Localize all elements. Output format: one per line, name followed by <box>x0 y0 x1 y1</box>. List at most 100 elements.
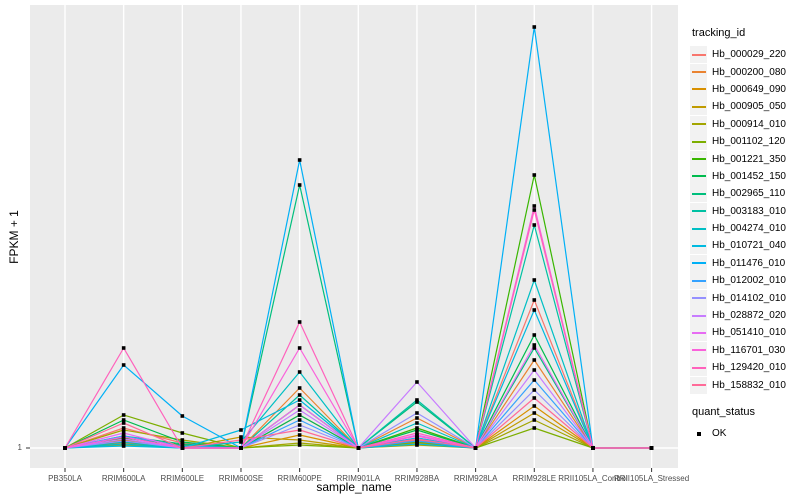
legend-key <box>690 237 707 255</box>
legend-key <box>690 150 707 168</box>
series-color-line-icon <box>691 244 706 247</box>
legend-item-label: Hb_116701_030 <box>712 344 786 356</box>
data-point <box>121 435 126 439</box>
data-point <box>415 416 419 420</box>
data-point <box>356 446 361 450</box>
data-point <box>532 343 537 347</box>
data-point <box>297 370 302 374</box>
data-point <box>532 396 537 400</box>
legend-key <box>690 376 707 394</box>
data-point <box>532 378 537 382</box>
data-point <box>297 403 302 407</box>
legend-key <box>690 167 707 185</box>
legend: tracking_id Hb_000029_220 Hb_000200_080 Hb… <box>690 27 798 442</box>
x-tick-label: RRII105LA_Control <box>558 474 628 483</box>
data-point <box>532 368 537 372</box>
data-point <box>180 440 185 444</box>
data-point <box>532 411 537 415</box>
data-point <box>415 434 419 438</box>
legend-item: Hb_014102_010 <box>690 289 798 307</box>
data-point <box>121 442 126 446</box>
data-point <box>591 446 595 450</box>
series-color-line-icon <box>691 88 706 91</box>
data-point <box>415 380 419 384</box>
legend-item-label: OK <box>712 428 727 439</box>
legend-item-label: Hb_129420_010 <box>712 362 786 374</box>
data-point <box>532 173 537 177</box>
data-point <box>297 393 302 397</box>
legend-item-label: Hb_000029_220 <box>712 49 786 61</box>
legend-item: Hb_001102_120 <box>690 133 798 151</box>
legend-item-label: Hb_003183_010 <box>712 205 786 217</box>
data-point <box>297 183 302 187</box>
legend-key <box>690 202 707 220</box>
x-tick-label: RRIM600LE <box>161 474 205 483</box>
data-point <box>649 446 654 450</box>
legend-key <box>690 359 707 377</box>
x-tick-label: RRIM600SE <box>219 474 263 483</box>
data-point <box>297 320 302 324</box>
series-color-line-icon <box>691 227 706 230</box>
data-point <box>297 428 302 432</box>
data-point <box>121 431 126 435</box>
data-point <box>532 308 537 312</box>
x-tick-label: RRIM928BA <box>395 474 440 483</box>
series-color-line-icon <box>691 140 706 143</box>
legend-key <box>690 80 707 98</box>
legend-item: Hb_129420_010 <box>690 359 798 377</box>
data-point <box>297 386 302 390</box>
data-point <box>532 404 537 408</box>
data-point <box>297 346 302 350</box>
legend-key <box>690 98 707 116</box>
legend-item: Hb_011476_010 <box>690 254 798 272</box>
legend-quant-title: quant_status <box>692 405 755 418</box>
data-point <box>121 426 126 430</box>
data-point <box>180 444 185 448</box>
series-color-line-icon <box>691 175 706 178</box>
data-point <box>121 439 126 443</box>
data-point <box>297 438 302 442</box>
data-point <box>121 428 126 432</box>
legend-key <box>690 220 707 238</box>
legend-key <box>690 63 707 81</box>
data-point <box>532 25 537 29</box>
series-color-line-icon <box>691 53 706 56</box>
legend-key <box>690 272 707 290</box>
x-tick-label: RRIM600PE <box>277 474 321 483</box>
x-tick-label: PB350LA <box>48 474 82 483</box>
x-tick-label: RRIM600LA <box>102 474 146 483</box>
data-point <box>121 418 126 422</box>
legend-item: Hb_002965_110 <box>690 185 798 203</box>
data-point <box>532 223 537 227</box>
data-point <box>415 426 419 430</box>
series-color-line-icon <box>691 279 706 282</box>
legend-item-label: Hb_004274_010 <box>712 223 786 235</box>
data-point <box>180 414 185 418</box>
data-point <box>239 438 243 442</box>
data-point <box>415 421 419 425</box>
legend-item: Hb_051410_010 <box>690 324 798 342</box>
legend-item-ok: OK <box>690 425 798 442</box>
data-point <box>239 435 243 439</box>
legend-item-label: Hb_001102_120 <box>712 136 786 148</box>
data-point <box>415 411 419 415</box>
legend-item: Hb_010721_040 <box>690 237 798 255</box>
data-point <box>63 446 67 450</box>
data-point <box>532 388 537 392</box>
series-color-line-icon <box>691 384 706 387</box>
legend-item-label: Hb_000649_090 <box>712 83 786 95</box>
data-point <box>532 418 537 422</box>
data-point <box>415 428 419 432</box>
series-color-line-icon <box>691 314 706 317</box>
data-point <box>415 431 419 435</box>
legend-tracking-block: tracking_id Hb_000029_220 Hb_000200_080 Hb… <box>690 27 798 394</box>
legend-item: Hb_000649_090 <box>690 80 798 98</box>
data-point <box>415 400 419 404</box>
legend-item: Hb_000905_050 <box>690 98 798 116</box>
data-point <box>297 443 302 447</box>
legend-item: Hb_158832_010 <box>690 376 798 394</box>
x-tick-label: RRII105LA_Stressed <box>614 474 689 483</box>
data-point <box>415 398 419 402</box>
x-axis-title: sample_name <box>316 480 392 494</box>
